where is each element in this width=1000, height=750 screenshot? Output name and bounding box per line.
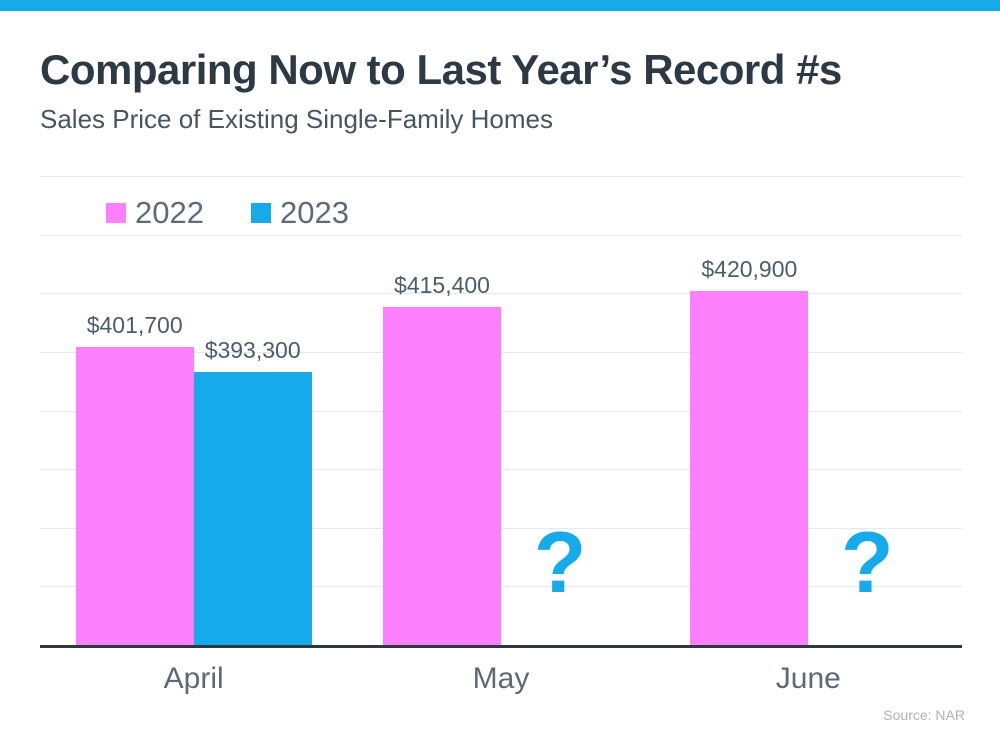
gridline bbox=[40, 176, 962, 177]
legend-label-2023: 2023 bbox=[279, 195, 349, 230]
gridline bbox=[40, 527, 962, 529]
chart-legend: 2022 2023 bbox=[106, 197, 349, 228]
x-axis-label-june: June bbox=[775, 662, 841, 695]
top-accent-bar bbox=[0, 0, 1000, 11]
bar-2022-april bbox=[75, 346, 194, 645]
legend-swatch-2022 bbox=[106, 202, 126, 223]
gridline bbox=[40, 410, 962, 412]
value-label-2023-april: $393,300 bbox=[204, 336, 301, 363]
bar-2023-april bbox=[193, 371, 312, 645]
gridline bbox=[40, 469, 962, 471]
legend-item-2023: 2023 bbox=[250, 195, 349, 230]
gridline bbox=[40, 234, 962, 236]
gridline bbox=[40, 293, 962, 295]
gridline bbox=[40, 586, 962, 588]
legend-label-2022: 2022 bbox=[135, 195, 204, 230]
x-axis-label-april: April bbox=[163, 662, 224, 695]
source-note: Source: NAR bbox=[883, 707, 965, 723]
x-axis-labels: April May June bbox=[40, 661, 962, 701]
bar-chart: 2022 2023 $401,700 $393,300 $415,400? $420,9… bbox=[40, 176, 962, 648]
bar-2022-may bbox=[383, 306, 501, 645]
value-label-2022-june: $420,900 bbox=[701, 255, 798, 282]
bar-2022-june bbox=[690, 290, 809, 645]
page-title: Comparing Now to Last Year’s Record #s bbox=[40, 46, 842, 93]
question-mark-2023-may: ? bbox=[533, 514, 587, 611]
value-label-2022-april: $401,700 bbox=[86, 311, 183, 338]
legend-item-2022: 2022 bbox=[106, 197, 204, 228]
value-label-2022-may: $415,400 bbox=[394, 271, 490, 298]
page-subtitle: Sales Price of Existing Single-Family Ho… bbox=[40, 104, 553, 134]
legend-swatch-2023 bbox=[250, 202, 271, 223]
x-axis-label-may: May bbox=[472, 662, 530, 695]
question-mark-2023-june: ? bbox=[841, 514, 894, 611]
gridline bbox=[40, 351, 962, 353]
